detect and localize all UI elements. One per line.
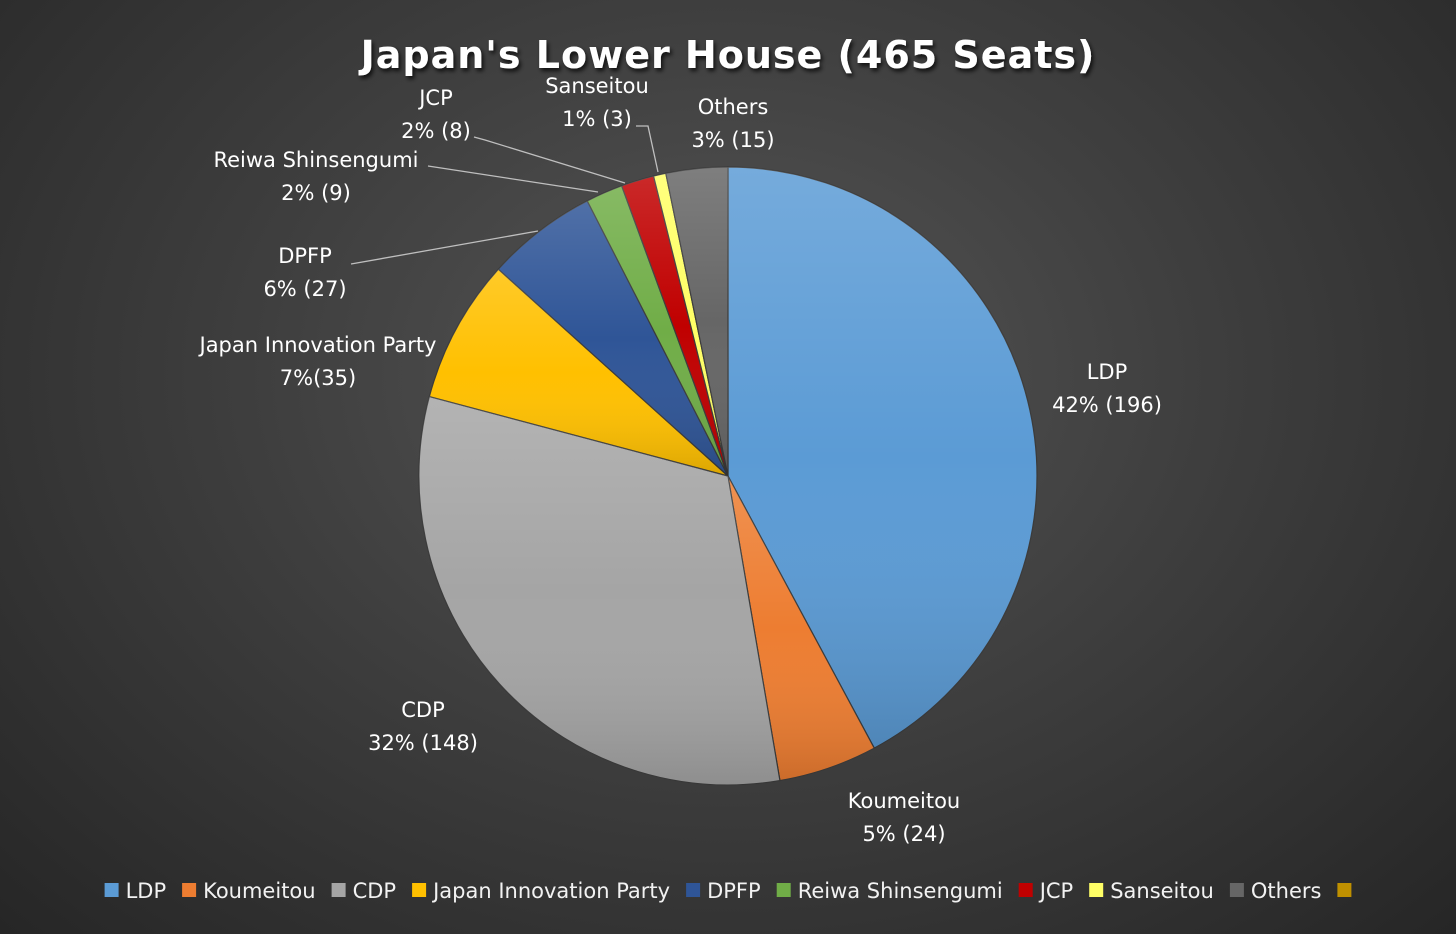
legend-label-cdp: CDP — [353, 879, 397, 903]
leader-line-sanseitou — [636, 125, 659, 173]
data-label-name-japan-innovation-party: Japan Innovation Party — [198, 333, 437, 357]
data-label-value-others: 3% (15) — [691, 128, 774, 152]
legend-marker-cdp — [331, 883, 346, 897]
data-label-name-dpfp: DPFP — [278, 244, 332, 268]
legend-marker-ldp — [104, 883, 119, 897]
legend-label-ldp: LDP — [126, 879, 167, 903]
legend-label-jcp: JCP — [1038, 879, 1074, 903]
legend-label-koumeitou: Koumeitou — [203, 879, 316, 903]
legend-marker-sanseitou — [1089, 883, 1104, 897]
data-label-value-sanseitou: 1% (3) — [562, 107, 632, 131]
legend-label-japan-innovation-party: Japan Innovation Party — [431, 879, 670, 903]
data-label-name-others: Others — [698, 95, 769, 119]
legend-marker-japan-innovation-party — [412, 883, 427, 897]
data-label-value-reiwa-shinsengumi: 2% (9) — [281, 181, 351, 205]
data-label-name-sanseitou: Sanseitou — [545, 74, 649, 98]
data-label-value-ldp: 42% (196) — [1052, 393, 1162, 417]
legend-marker-extra — [1337, 883, 1352, 897]
leader-line-reiwa-shinsengumi — [427, 165, 599, 193]
data-label-name-jcp: JCP — [417, 86, 453, 110]
data-label-value-jcp: 2% (8) — [401, 119, 471, 143]
legend: LDP Koumeitou CDP Japan Innovation Party DPF… — [104, 879, 1352, 903]
legend-label-dpfp: DPFP — [707, 879, 761, 903]
legend-marker-reiwa-shinsengumi — [776, 883, 791, 897]
legend-marker-others — [1229, 883, 1244, 897]
legend-marker-jcp — [1018, 883, 1033, 897]
data-label-value-dpfp: 6% (27) — [263, 277, 346, 301]
legend-marker-dpfp — [686, 883, 701, 897]
legend-label-reiwa-shinsengumi: Reiwa Shinsengumi — [798, 879, 1003, 903]
legend-label-others: Others — [1251, 879, 1322, 903]
data-label-name-ldp: LDP — [1087, 360, 1128, 384]
data-label-value-koumeitou: 5% (24) — [862, 822, 945, 846]
legend-label-sanseitou: Sanseitou — [1110, 879, 1214, 903]
leader-line-dpfp — [350, 230, 539, 265]
data-label-name-cdp: CDP — [401, 698, 445, 722]
legend-marker-koumeitou — [182, 883, 197, 897]
pie-slices — [418, 166, 1038, 786]
data-label-value-cdp: 32% (148) — [368, 731, 478, 755]
leader-lines — [350, 125, 659, 265]
leader-line-jcp — [473, 136, 626, 184]
data-labels: LDP 42% (196) Koumeitou 5% (24) CDP 32% (148)… — [198, 74, 1162, 846]
data-label-value-japan-innovation-party: 7%(35) — [280, 366, 356, 390]
data-label-name-reiwa-shinsengumi: Reiwa Shinsengumi — [213, 148, 418, 172]
data-label-name-koumeitou: Koumeitou — [848, 789, 961, 813]
chart-title: Japan's Lower House (465 Seats) — [358, 33, 1096, 77]
